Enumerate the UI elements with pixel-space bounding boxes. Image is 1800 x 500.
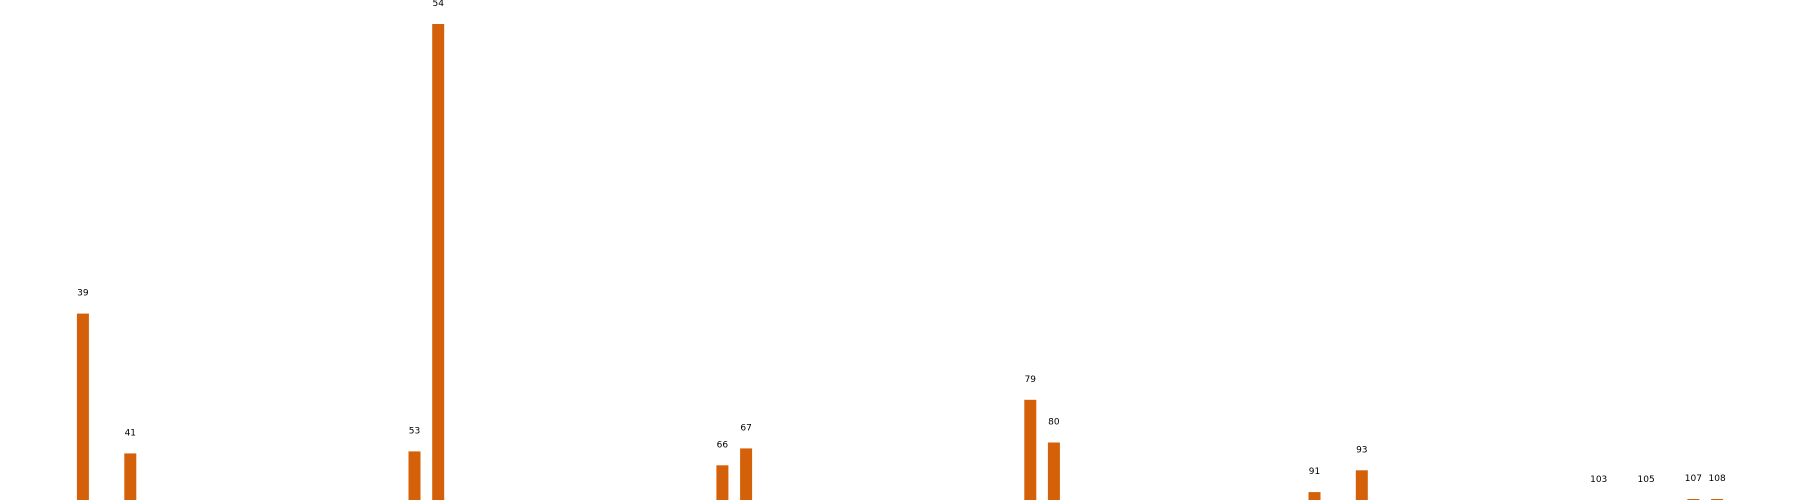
bar-label-79: 79 xyxy=(1025,375,1037,385)
bar-66 xyxy=(716,465,729,500)
bar-label-105: 105 xyxy=(1638,475,1655,485)
bar-labels-group: 39 41 53 54 66 67 79 80 91 93 103 105 107 108 xyxy=(77,0,1726,485)
bar-label-54: 54 xyxy=(432,0,444,9)
bar-79 xyxy=(1024,399,1037,500)
bar-53 xyxy=(408,451,421,500)
bar-label-53: 53 xyxy=(409,426,420,436)
bar-39 xyxy=(76,313,89,500)
bar-80 xyxy=(1047,442,1060,500)
bar-label-108: 108 xyxy=(1709,474,1726,484)
bar-41 xyxy=(124,453,137,500)
bar-label-93: 93 xyxy=(1356,445,1367,455)
bar-91 xyxy=(1308,492,1321,500)
bars-group xyxy=(76,24,1724,500)
bar-label-107: 107 xyxy=(1685,474,1702,484)
bar-54 xyxy=(432,24,445,500)
bar-label-66: 66 xyxy=(717,440,729,450)
bar-67 xyxy=(740,448,753,500)
bar-label-41: 41 xyxy=(125,428,136,438)
bar-label-39: 39 xyxy=(77,289,89,299)
bar-label-80: 80 xyxy=(1048,418,1060,428)
bar-label-91: 91 xyxy=(1309,467,1320,477)
bar-label-67: 67 xyxy=(740,423,751,433)
bar-93 xyxy=(1355,470,1368,500)
bar-label-103: 103 xyxy=(1590,475,1607,485)
